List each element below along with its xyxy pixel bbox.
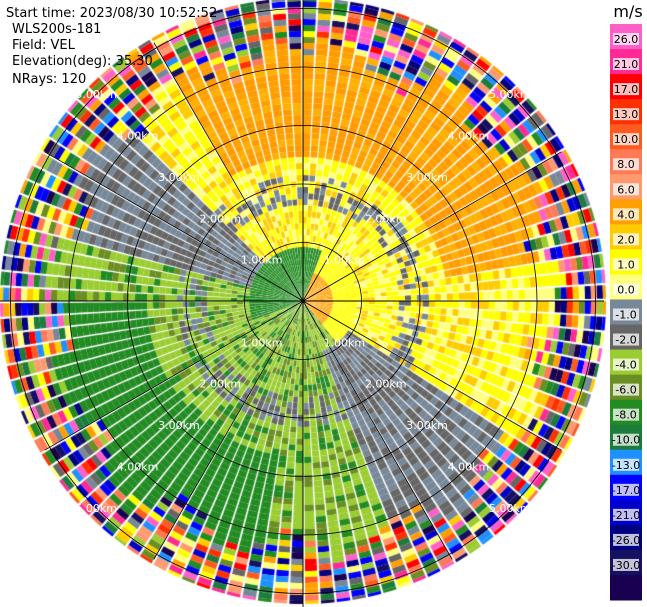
azimuth-spoke (302, 300, 453, 560)
colorbar-tick-label: 13.0 (614, 108, 639, 121)
range-ring-label: 1.00km (241, 336, 283, 349)
colorbar-tick-bg (613, 208, 639, 221)
colorbar-tick-label: -6.0 (615, 384, 636, 397)
range-ring-label: 2.00km (199, 378, 241, 391)
azimuth-spoke (153, 42, 304, 302)
nrays-label: NRays: 120 (12, 72, 87, 87)
instrument-label: WLS200s-181 (12, 22, 102, 37)
colorbar-tick-bg (613, 333, 639, 346)
colorbar-tick-bg (613, 383, 639, 396)
colorbar-tick-bg (613, 283, 639, 296)
range-ring-label: 4.00km (448, 460, 490, 473)
field-label: Field: VEL (12, 38, 75, 53)
colorbar-tick-label: -21.0 (612, 509, 640, 522)
colorbar-tick-label: -2.0 (615, 334, 636, 347)
colorbar-tick-bg (613, 533, 639, 546)
azimuth-spoke (302, 42, 453, 302)
colorbar-tick-label: -30.0 (612, 559, 640, 572)
range-ring-label: 4.00km (117, 460, 159, 473)
colorbar-tick-label: -1.0 (615, 309, 636, 322)
azimuth-spoke (44, 300, 304, 451)
colorbar-tick-label: 2.0 (617, 233, 635, 246)
range-ring-label: 4.00km (117, 130, 159, 143)
colorbar-tick-bg (613, 233, 639, 246)
range-ring-label: 4.00km (448, 130, 490, 143)
start-time-label: Start time: 2023/08/30 10:52:52 (6, 6, 218, 21)
colorbar-tick-bg (613, 158, 639, 171)
range-ring-label: 3.00km (158, 419, 200, 432)
colorbar-unit: m/s (613, 2, 642, 21)
colorbar-tick-bg (613, 183, 639, 196)
velocity-colorbar: m/s 26.0 21.0 17.0 13.0 10.0 8.0 6.0 4.0 2.0 1.0 0.… (610, 2, 643, 601)
range-ring-label: 1.00km (324, 336, 366, 349)
range-ring-label: 5.00km (489, 502, 531, 515)
colorbar-tick-bg (613, 83, 639, 96)
colorbar-tick-label: -17.0 (612, 484, 640, 497)
range-ring-label: 5.00km (75, 88, 117, 101)
colorbar-tick-bg (613, 308, 639, 321)
colorbar-tick-bg (613, 258, 639, 271)
colorbar-tick-label: 0.0 (617, 283, 635, 296)
range-ring-label: 2.00km (365, 378, 407, 391)
colorbar-tick-label: -13.0 (612, 459, 640, 472)
colorbar-tick-label: 10.0 (614, 133, 639, 146)
colorbar-tick-bg (613, 133, 639, 146)
colorbar-tick-bg (613, 408, 639, 421)
colorbar-tick-bg (613, 558, 639, 571)
colorbar-tick-label: 17.0 (614, 83, 639, 96)
colorbar-swatch (610, 574, 642, 601)
range-ring-label: 3.00km (406, 171, 448, 184)
azimuth-spoke (302, 151, 562, 302)
colorbar-tick-label: 6.0 (617, 183, 635, 196)
range-ring-label: 1.00km (241, 254, 283, 267)
colorbar-tick-label: -4.0 (615, 359, 636, 372)
colorbar-tick-bg (613, 458, 639, 471)
colorbar-tick-bg (613, 483, 639, 496)
colorbar-tick-label: 26.0 (614, 33, 639, 46)
colorbar-tick-label: 21.0 (614, 58, 639, 71)
colorbar-tick-label: 1.0 (617, 258, 635, 271)
range-ring-label: 5.00km (75, 502, 117, 515)
azimuth-spoke (302, 300, 562, 451)
range-ring-label: 1.00km (324, 254, 366, 267)
colorbar-tick-bg (613, 33, 639, 46)
azimuth-spoke (44, 151, 304, 302)
colorbar-tick-bg (613, 433, 639, 446)
colorbar-tick-label: 8.0 (617, 158, 635, 171)
range-ring-label: 3.00km (406, 419, 448, 432)
colorbar-tick-label: -10.0 (612, 434, 640, 447)
colorbar-tick-label: -8.0 (615, 409, 636, 422)
range-ring-label: 3.00km (158, 171, 200, 184)
azimuth-spoke (153, 300, 304, 560)
range-ring-label: 5.00km (489, 88, 531, 101)
colorbar-tick-bg (613, 508, 639, 521)
colorbar-tick-label: -26.0 (612, 534, 640, 547)
elevation-label: Elevation(deg): 35.30 (12, 54, 153, 69)
colorbar-tick-bg (613, 358, 639, 371)
colorbar-tick-bg (613, 58, 639, 71)
colorbar-tick-label: 4.0 (617, 208, 635, 221)
colorbar-tick-bg (613, 108, 639, 121)
range-ring-label: 2.00km (365, 212, 407, 225)
range-ring-label: 2.00km (199, 212, 241, 225)
